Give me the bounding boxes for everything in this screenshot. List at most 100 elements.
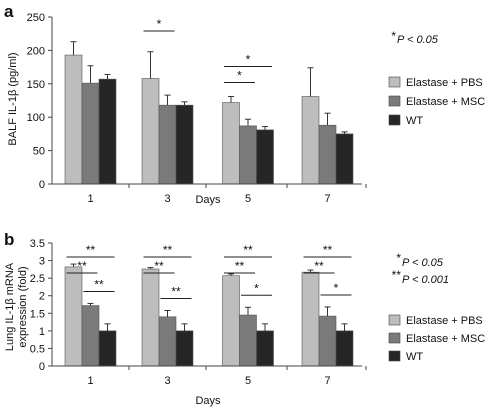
significance-stars-day-1: ** — [94, 277, 104, 291]
significance-stars-day-1: ** — [86, 243, 96, 257]
x-tick-label-day-3: 3 — [164, 193, 170, 205]
bar-wt-day-3 — [175, 104, 194, 185]
bar-wt-day-1 — [98, 330, 117, 367]
y-tick-label: 150 — [27, 79, 45, 91]
panel-b-pvalue-stars-1: * — [396, 251, 401, 265]
panel-a-pvalue-note: * P < 0.05 — [391, 29, 438, 46]
y-tick-label: 0.5 — [30, 343, 45, 355]
y-tick-label: 250 — [27, 12, 45, 24]
legend-swatch-elastase-pbs — [388, 76, 401, 88]
significance-stars-day-5: * — [246, 52, 251, 66]
bar-elastase-pbs-day-7 — [301, 96, 320, 185]
panel-b-pvalue-note: * P < 0.05 ** P < 0.001 — [392, 251, 449, 286]
panel-b-significance: ********************** — [66, 243, 352, 299]
bar-elastase-msc-day-1 — [81, 82, 100, 185]
significance-stars-day-5: * — [237, 68, 242, 82]
legend-label-wt: WT — [406, 115, 423, 127]
panel-b-error-bars — [70, 263, 348, 331]
panel-a-ylabel: BALF IL-1β (pg/ml) — [7, 52, 19, 145]
legend-label-elastase-msc: Elastase + MSC — [406, 96, 485, 108]
panel-a-pvalue-stars: * — [391, 29, 396, 43]
significance-stars-day-7: ** — [314, 259, 324, 273]
bar-elastase-msc-day-1 — [81, 305, 100, 367]
panel-b-legend: Elastase + PBS Elastase + MSC WT — [388, 314, 485, 363]
y-tick-label: 3.5 — [30, 238, 45, 250]
panel-b-axes — [51, 243, 362, 367]
significance-stars-day-5: ** — [243, 243, 253, 257]
legend-swatch-elastase-msc — [388, 95, 401, 107]
significance-stars-day-5: ** — [235, 259, 245, 273]
y-tick-label: 1.5 — [30, 308, 45, 320]
y-tick-label: 100 — [27, 112, 45, 124]
bar-wt-day-5 — [256, 330, 274, 367]
panel-b-pvalue-text-1: P < 0.05 — [402, 257, 444, 269]
panel-b-ylabel-line1: Lung IL-1β mRNA — [4, 262, 16, 351]
panel-a-error-bars — [70, 41, 348, 134]
bar-elastase-msc-day-3 — [158, 104, 177, 185]
bar-wt-day-1 — [98, 78, 117, 185]
x-tick-label-day-1: 1 — [87, 193, 93, 205]
panel-a-pvalue-text: P < 0.05 — [397, 34, 439, 46]
panel-b-label: b — [4, 230, 14, 249]
panel-b-bars — [64, 266, 354, 367]
bar-elastase-pbs-day-3 — [141, 268, 160, 367]
legend-swatch-elastase-pbs — [388, 314, 401, 326]
legend-swatch-wt — [388, 350, 401, 362]
panel-b-ylabel-line2: expression (fold) — [17, 266, 29, 347]
bar-elastase-pbs-day-7 — [301, 271, 320, 367]
legend-swatch-wt — [388, 114, 401, 126]
x-tick-label-day-1: 1 — [87, 375, 93, 387]
panel-b-y-axis-label: Lung IL-1β mRNA expression (fold) — [4, 262, 29, 351]
legend-label-elastase-pbs: Elastase + PBS — [406, 315, 483, 327]
bar-elastase-msc-day-7 — [318, 124, 337, 185]
x-tick-label-day-7: 7 — [324, 375, 330, 387]
bar-wt-day-3 — [175, 330, 194, 367]
bar-elastase-pbs-day-5 — [222, 102, 240, 185]
y-tick-label: 0 — [39, 361, 45, 373]
y-tick-label: 50 — [33, 146, 45, 158]
significance-stars-day-3: ** — [154, 259, 164, 273]
bar-elastase-pbs-day-1 — [64, 54, 83, 185]
bar-elastase-pbs-day-1 — [64, 266, 83, 367]
y-tick-label: 2.5 — [30, 273, 45, 285]
bar-elastase-msc-day-3 — [158, 316, 177, 367]
significance-stars-day-3: ** — [171, 284, 181, 298]
panel-a-axes — [51, 17, 362, 185]
significance-stars-day-7: * — [334, 281, 339, 295]
y-tick-label: 3 — [39, 256, 45, 268]
panel-a-xlabel: Days — [195, 194, 221, 206]
significance-stars-day-3: ** — [163, 243, 173, 257]
significance-stars-day-1: ** — [77, 259, 87, 273]
y-tick-label: 0 — [39, 179, 45, 191]
bar-elastase-pbs-day-5 — [222, 275, 240, 367]
legend-label-wt: WT — [406, 351, 423, 363]
bar-elastase-msc-day-5 — [239, 125, 257, 185]
y-tick-label: 200 — [27, 45, 45, 57]
bar-elastase-msc-day-7 — [318, 315, 337, 367]
bar-wt-day-7 — [335, 330, 354, 367]
x-tick-label-day-5: 5 — [245, 193, 251, 205]
bar-elastase-pbs-day-3 — [141, 78, 160, 185]
significance-stars-day-3: * — [157, 17, 162, 31]
bar-wt-day-7 — [335, 133, 354, 185]
panel-b-xlabel: Days — [195, 395, 221, 407]
legend-label-elastase-pbs: Elastase + PBS — [406, 77, 483, 89]
x-tick-label-day-7: 7 — [324, 193, 330, 205]
panel-b-pvalue-stars-2: ** — [392, 268, 402, 282]
panel-b-y-ticks: 0 0.5 1 1.5 2 2.5 3 3.5 — [30, 238, 52, 373]
panel-a-bars — [64, 54, 354, 185]
panel-a-significance: * * * — [143, 17, 272, 83]
panel-b: b Lung IL-1β mRNA expression (fold) 0 0.5… — [4, 230, 485, 407]
legend-swatch-elastase-msc — [388, 332, 401, 344]
legend-label-elastase-msc: Elastase + MSC — [406, 333, 485, 345]
significance-stars-day-7: ** — [323, 243, 333, 257]
x-tick-label-day-3: 3 — [164, 375, 170, 387]
significance-stars-day-5: * — [254, 281, 259, 295]
panel-b-pvalue-text-2: P < 0.001 — [402, 274, 449, 286]
panel-a-legend: Elastase + PBS Elastase + MSC WT — [388, 76, 485, 127]
bar-elastase-msc-day-5 — [239, 314, 257, 367]
bar-wt-day-5 — [256, 129, 274, 185]
y-tick-label: 1 — [39, 326, 45, 338]
